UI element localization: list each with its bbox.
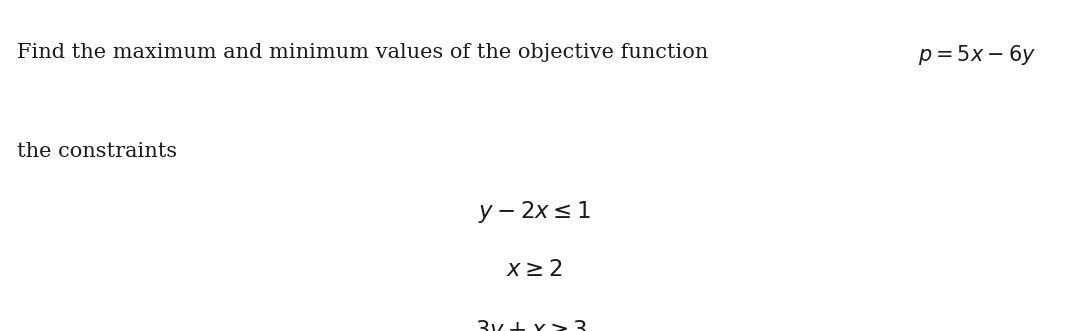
Text: $3y + x \geq 3.$: $3y + x \geq 3.$ [475, 318, 594, 331]
Text: the constraints: the constraints [17, 142, 177, 161]
Text: $x \geq 2$: $x \geq 2$ [507, 258, 562, 281]
Text: $p = 5x - 6y$: $p = 5x - 6y$ [917, 43, 1036, 67]
Text: $y - 2x \leq 1$: $y - 2x \leq 1$ [478, 199, 591, 225]
Text: Find the maximum and minimum values of the objective function: Find the maximum and minimum values of t… [17, 43, 715, 62]
